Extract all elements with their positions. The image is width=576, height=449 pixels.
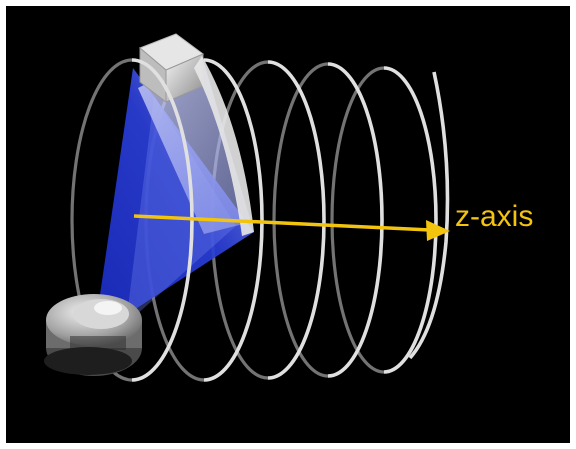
helix-tail — [408, 71, 450, 360]
helix-loop-front — [267, 60, 326, 380]
z-axis-arrow — [133, 214, 450, 241]
helix-loop-front — [327, 62, 384, 378]
diagram-canvas: z-axis — [6, 6, 570, 443]
helix-loop-front — [203, 58, 264, 382]
x-ray-tube — [44, 294, 142, 376]
helix-loop-back — [330, 66, 385, 374]
z-axis-label: z-axis — [455, 200, 534, 233]
helical-scan-diagram — [44, 33, 450, 382]
helix-loop-back — [272, 62, 329, 378]
helix-loop-front — [383, 66, 438, 374]
flat-panel-detector — [139, 33, 254, 236]
x-ray-beam-highlight — [126, 96, 236, 324]
x-ray-beam — [94, 68, 254, 336]
